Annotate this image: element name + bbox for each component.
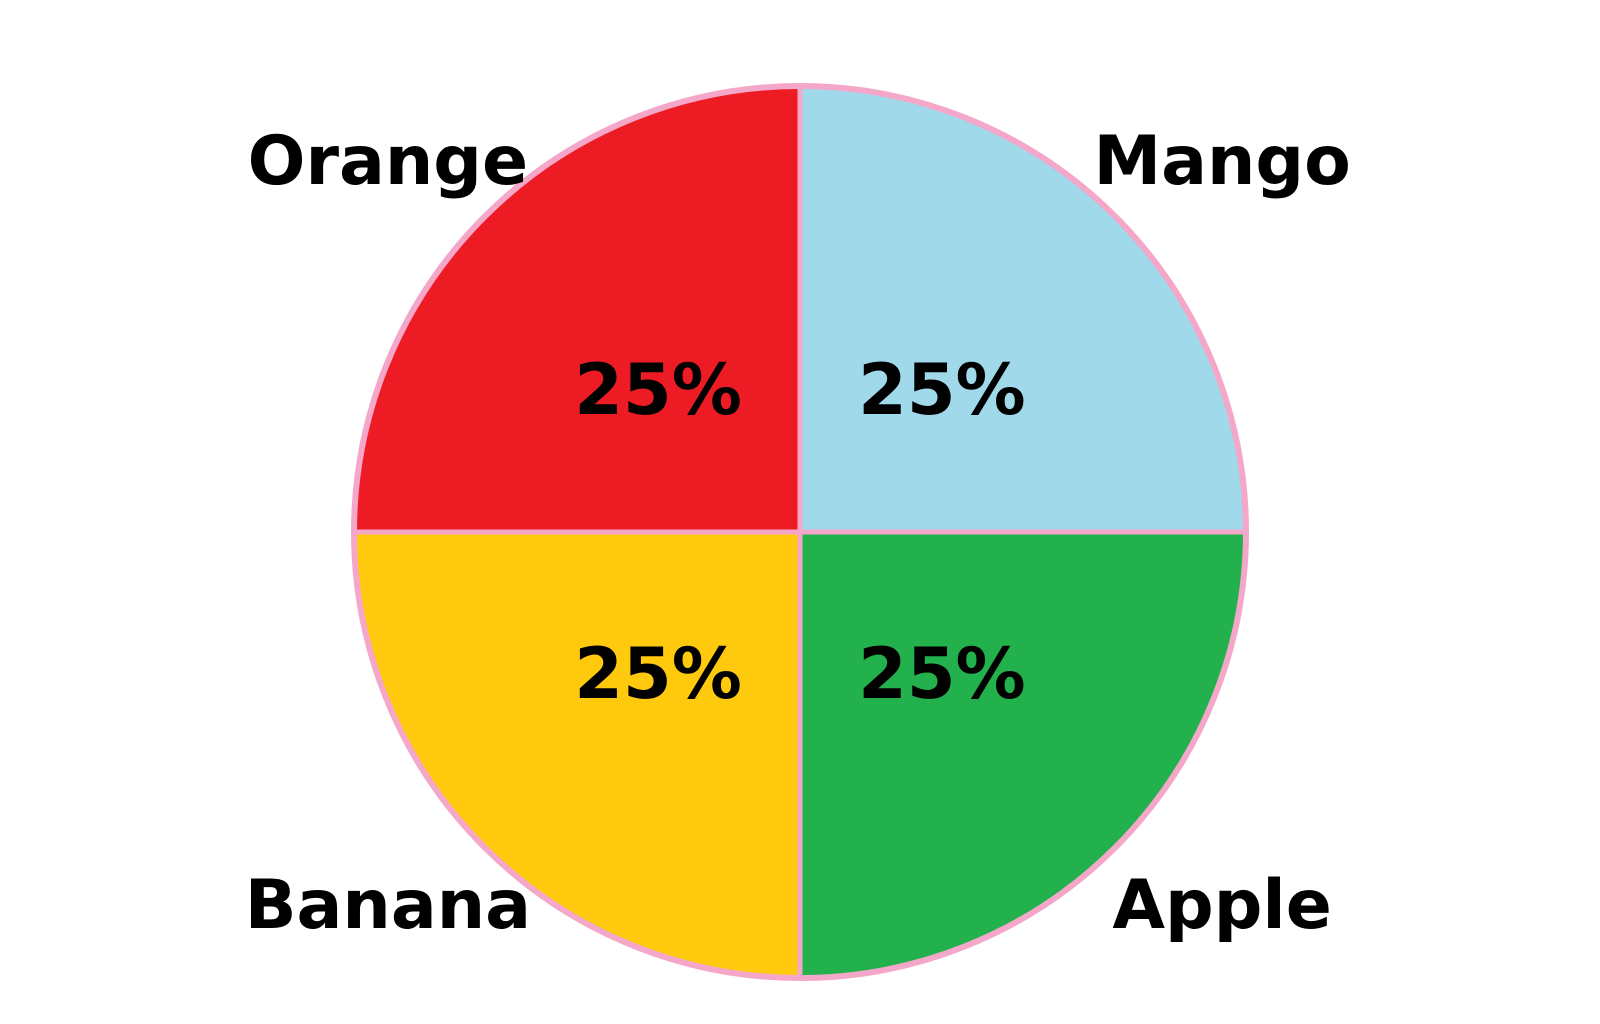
pie-slices (354, 86, 1246, 978)
value-label-mango: 25% (858, 349, 1026, 431)
value-label-banana: 25% (574, 633, 742, 715)
category-label-apple: Apple (1112, 866, 1331, 945)
pie-outline (351, 83, 1249, 981)
category-label-mango: Mango (1093, 122, 1350, 201)
category-labels: Mango Apple Banana Orange (245, 122, 1351, 945)
value-label-apple: 25% (858, 633, 1026, 715)
pie-slice-apple (800, 532, 1246, 978)
percentage-labels: 25% 25% 25% 25% (574, 349, 1025, 715)
category-label-orange: Orange (248, 122, 528, 201)
value-label-orange: 25% (574, 349, 742, 431)
category-label-banana: Banana (245, 866, 531, 945)
pie-slice-banana (354, 532, 800, 978)
pie-dividers (354, 86, 1246, 978)
pie-slice-orange (354, 86, 800, 532)
pie-slice-mango (800, 86, 1246, 532)
